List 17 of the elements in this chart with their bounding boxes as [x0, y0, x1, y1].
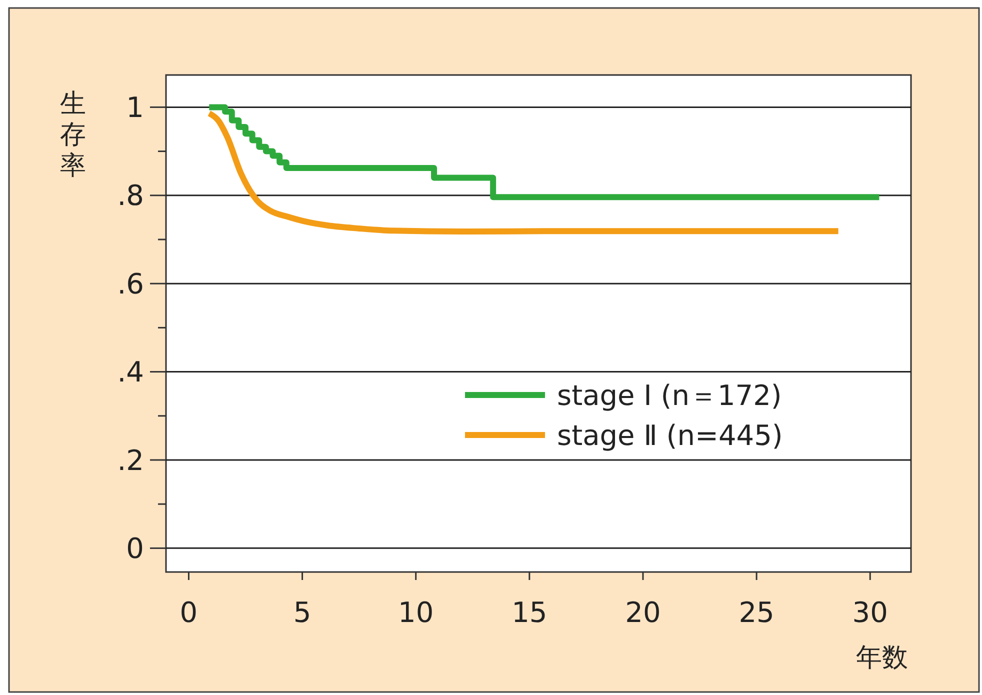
x-tick-label: 15 — [512, 596, 548, 629]
y-tick-label: .6 — [117, 267, 144, 300]
x-tick-label: 5 — [293, 596, 312, 629]
y-tick-label: .4 — [117, 356, 144, 389]
y-axis-title: 生存率 — [60, 89, 86, 181]
x-tick-label: 0 — [180, 596, 198, 629]
legend-label: stage Ⅰ (n＝172) — [557, 378, 782, 412]
y-tick-label: .8 — [117, 179, 144, 212]
x-tick-label: 25 — [738, 596, 774, 629]
x-tick-label: 20 — [625, 596, 661, 629]
y-tick-label: .2 — [117, 444, 144, 477]
legend-label: stage Ⅱ (n=445) — [557, 418, 783, 452]
x-tick-label: 10 — [398, 596, 434, 629]
x-tick-label: 30 — [852, 596, 888, 629]
y-tick-label: 0 — [126, 532, 144, 565]
y-tick-label: 1 — [126, 90, 144, 124]
x-axis-title: 年数 — [856, 643, 908, 673]
